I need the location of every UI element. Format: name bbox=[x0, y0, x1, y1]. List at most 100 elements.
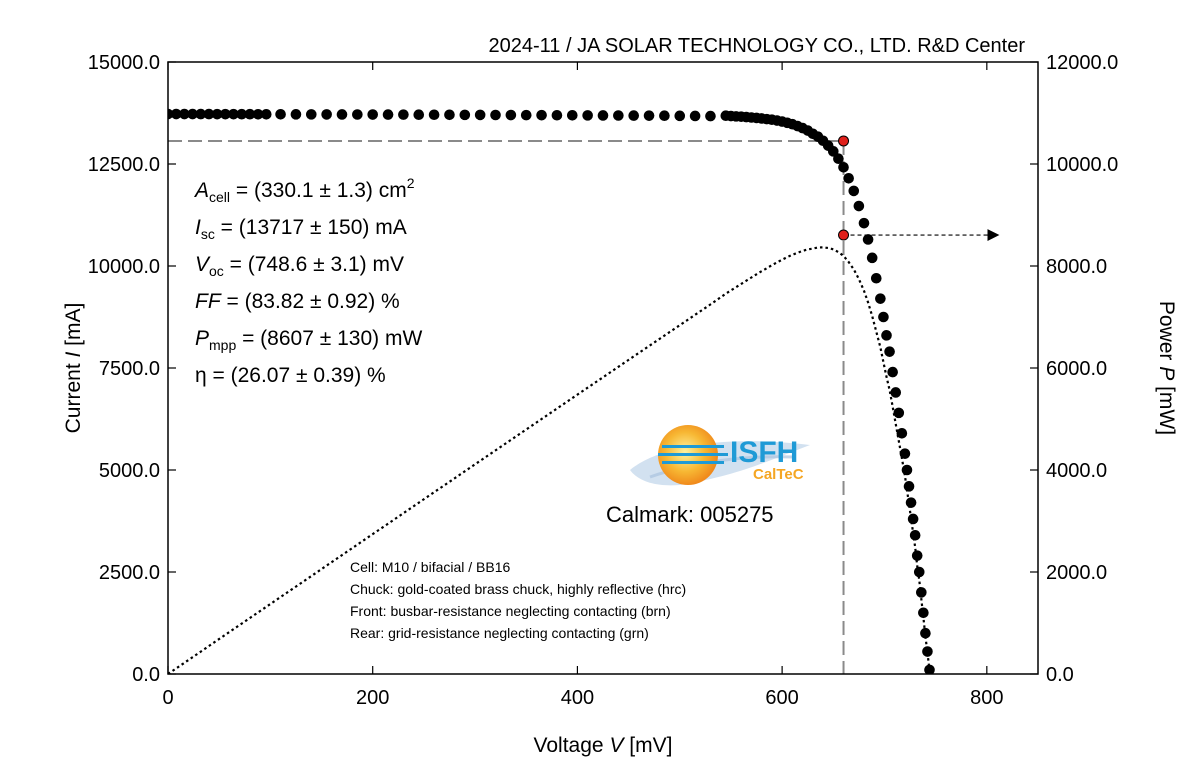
y-right-axis-ticks: 0.0 2000.0 4000.0 6000.0 8000.0 10000.0 12000.… bbox=[1030, 52, 1118, 686]
iv-data-point bbox=[922, 646, 933, 657]
iv-data-point bbox=[893, 407, 905, 419]
iv-data-point bbox=[551, 109, 563, 121]
x-axis-title: Voltage V [mV] bbox=[534, 734, 673, 757]
iv-data-point bbox=[884, 346, 895, 357]
note-line: Front: busbar-resistance neglecting cont… bbox=[350, 603, 671, 619]
parameter-line: FF = (83.82 ± 0.92) % bbox=[195, 290, 400, 313]
x-tick-label: 800 bbox=[970, 687, 1003, 709]
iv-data-point bbox=[474, 109, 486, 121]
iv-data-point bbox=[674, 110, 686, 122]
chart-title: 2024-11 / JA SOLAR TECHNOLOGY CO., LTD. … bbox=[489, 35, 1026, 57]
iv-data-point bbox=[870, 272, 882, 284]
iv-data-point bbox=[853, 200, 865, 212]
iv-data-point bbox=[413, 109, 425, 121]
iv-data-point bbox=[903, 481, 915, 492]
iv-data-point bbox=[305, 109, 317, 120]
iv-data-point bbox=[875, 293, 886, 304]
iv-data-point bbox=[901, 464, 913, 476]
iv-data-point bbox=[907, 513, 919, 525]
iv-data-point bbox=[881, 330, 892, 341]
iv-data-point bbox=[459, 109, 471, 121]
iv-data-point bbox=[321, 109, 332, 120]
iv-data-point bbox=[848, 185, 860, 197]
y-right-tick-label: 0.0 bbox=[1046, 664, 1074, 686]
y-left-tick-label: 2500.0 bbox=[99, 562, 160, 584]
iv-data-point bbox=[911, 550, 923, 561]
iv-data-point bbox=[244, 108, 256, 120]
x-tick-label: 600 bbox=[765, 687, 798, 709]
parameter-line: η = (26.07 ± 0.39) % bbox=[195, 364, 386, 387]
iv-data-point bbox=[236, 108, 247, 120]
iv-data-point bbox=[866, 252, 878, 264]
iv-data-point bbox=[490, 109, 501, 121]
iv-data-point bbox=[659, 110, 670, 122]
iv-data-point bbox=[428, 109, 440, 121]
iv-data-point bbox=[195, 108, 207, 120]
mpp-current-point bbox=[838, 135, 850, 147]
iv-data-point bbox=[203, 108, 215, 120]
iv-data-point bbox=[211, 108, 223, 120]
iv-data-point bbox=[926, 681, 937, 692]
iv-data-point bbox=[187, 108, 198, 120]
y-right-tick-label: 8000.0 bbox=[1046, 256, 1107, 278]
iv-data-point bbox=[520, 109, 532, 121]
power-curve-line bbox=[168, 246, 934, 674]
svg-text:CalTeC: CalTeC bbox=[753, 466, 804, 483]
iv-data-point bbox=[843, 172, 854, 184]
parameter-line: Voc = (748.6 ± 3.1) mV bbox=[195, 253, 404, 279]
iv-data-point bbox=[252, 108, 264, 120]
iv-data-point bbox=[827, 146, 839, 157]
iv-data-point bbox=[382, 109, 394, 120]
x-tick-label: 200 bbox=[356, 687, 389, 709]
iv-data-point bbox=[862, 234, 874, 245]
y-right-axis-title: Power P [mW] bbox=[1155, 301, 1178, 435]
iv-data-point bbox=[899, 448, 911, 459]
svg-text:ISFH: ISFH bbox=[730, 436, 798, 469]
mpp-points bbox=[838, 135, 1000, 242]
iv-data-point bbox=[228, 108, 239, 120]
iv-data-point bbox=[833, 153, 844, 164]
iv-data-point bbox=[909, 529, 921, 541]
iv-data-point bbox=[628, 110, 640, 121]
iv-data-point bbox=[924, 664, 935, 674]
iv-data-point bbox=[582, 110, 593, 121]
y-right-tick-label: 10000.0 bbox=[1046, 154, 1118, 176]
iv-data-point bbox=[566, 109, 578, 121]
y-left-axis-title: Current I [mA] bbox=[62, 303, 85, 434]
mpp-power-point bbox=[838, 229, 850, 241]
iv-data-point bbox=[170, 108, 182, 120]
measurement-notes: Cell: M10 / bifacial / BB16 Chuck: gold-c… bbox=[350, 559, 686, 641]
isfh-caltec-logo: ISFH CalTeC bbox=[630, 425, 810, 486]
parameter-line: Pmpp = (8607 ± 130) mW bbox=[195, 327, 422, 353]
iv-data-point bbox=[705, 110, 716, 122]
iv-data-point bbox=[290, 109, 302, 120]
iv-data-point bbox=[916, 587, 927, 598]
iv-data-point bbox=[878, 311, 889, 323]
y-left-tick-label: 0.0 bbox=[132, 664, 160, 686]
y-left-tick-label: 15000.0 bbox=[88, 52, 160, 74]
y-left-tick-label: 5000.0 bbox=[99, 460, 160, 482]
calmark-label: Calmark: 005275 bbox=[606, 502, 774, 527]
note-line: Cell: M10 / bifacial / BB16 bbox=[350, 559, 511, 575]
iv-data-point bbox=[890, 387, 902, 398]
iv-data-point bbox=[444, 109, 455, 121]
parameter-line: Isc = (13717 ± 150) mA bbox=[195, 216, 407, 242]
iv-data-point bbox=[367, 109, 379, 120]
y-left-axis-ticks: 0.0 2500.0 5000.0 7500.0 10000.0 12500.0 15000… bbox=[88, 52, 176, 686]
iv-data-point bbox=[643, 110, 655, 121]
y-right-tick-label: 12000.0 bbox=[1046, 52, 1118, 74]
iv-data-point bbox=[505, 109, 517, 121]
iv-markers bbox=[168, 108, 939, 708]
iv-data-point bbox=[597, 110, 609, 121]
iv-data-point bbox=[689, 110, 701, 122]
iv-data-point bbox=[352, 109, 363, 120]
y-right-tick-label: 4000.0 bbox=[1046, 460, 1107, 482]
iv-data-point bbox=[920, 627, 931, 639]
iv-data-point bbox=[179, 108, 190, 120]
y-left-tick-label: 7500.0 bbox=[99, 358, 160, 380]
iv-data-point bbox=[838, 161, 849, 173]
parameter-line: Acell = (330.1 ± 1.3) cm2 bbox=[193, 175, 415, 205]
iv-data-point bbox=[928, 697, 939, 708]
iv-data-point bbox=[905, 497, 917, 508]
